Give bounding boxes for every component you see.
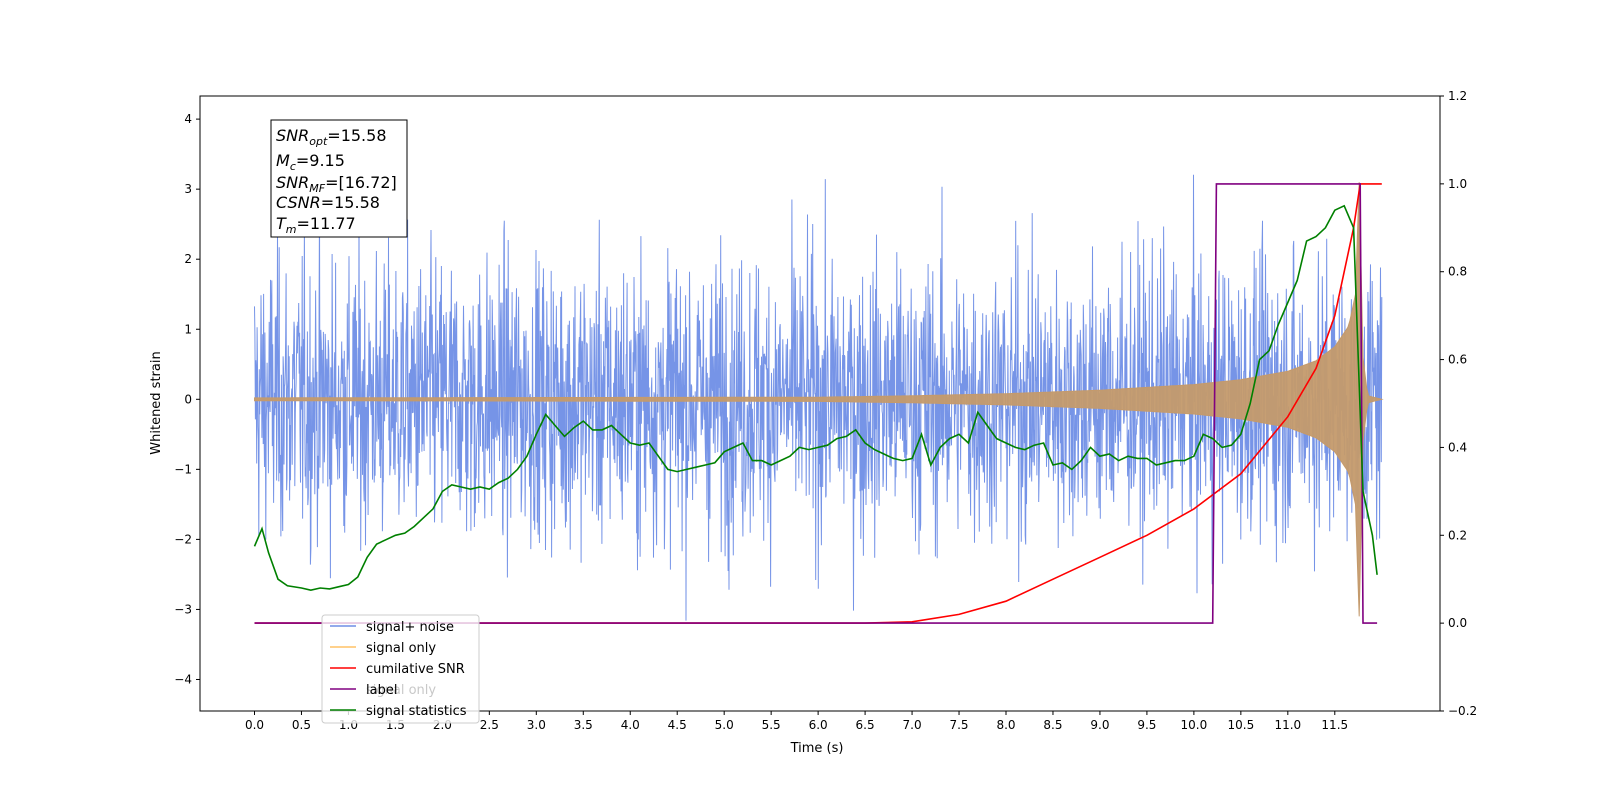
y-tick-label: −3 bbox=[174, 602, 192, 616]
y-tick-label: 0 bbox=[184, 392, 192, 406]
annotation-tm: =11.77 bbox=[297, 214, 356, 233]
y-tick-label: −4 bbox=[174, 672, 192, 686]
y-axis-label: Whitened strain bbox=[149, 351, 164, 454]
x-tick-label: 7.0 bbox=[903, 718, 922, 732]
svg-text:Mc=9.15: Mc=9.15 bbox=[276, 151, 345, 173]
svg-text:cumilative SNR: cumilative SNR bbox=[366, 662, 465, 677]
y2-tick-label: 0.2 bbox=[1448, 528, 1467, 542]
line-label bbox=[254, 183, 1378, 624]
y2-tick-label: −0.2 bbox=[1448, 704, 1477, 718]
svg-text:label: label bbox=[366, 683, 397, 698]
svg-text:CSNR=15.58: CSNR=15.58 bbox=[276, 193, 380, 212]
svg-text:Tm=11.77: Tm=11.77 bbox=[276, 214, 356, 236]
x-tick-label: 0.0 bbox=[245, 718, 264, 732]
y-tick-label: 2 bbox=[184, 252, 192, 266]
y-tick-label: 4 bbox=[184, 112, 192, 126]
x-tick-label: 6.5 bbox=[856, 718, 875, 732]
svg-text:signal only: signal only bbox=[366, 641, 436, 656]
legend-item-cumulative-snr: cumilative SNR bbox=[330, 662, 465, 677]
svg-text:SNRMF=[16.72]: SNRMF=[16.72] bbox=[276, 173, 397, 195]
annotation-snr-mf: =[16.72] bbox=[325, 173, 397, 192]
x-tick-label: 8.0 bbox=[996, 718, 1015, 732]
y2-tick-label: 0.4 bbox=[1448, 440, 1467, 454]
x-tick-label: 9.0 bbox=[1090, 718, 1109, 732]
x-tick-label: 5.5 bbox=[762, 718, 781, 732]
x-tick-label: 8.5 bbox=[1043, 718, 1062, 732]
plot-frame bbox=[199, 95, 1441, 712]
y2-tick-label: 0.6 bbox=[1448, 353, 1467, 367]
legend-item-signal-only: signal only bbox=[330, 641, 436, 656]
svg-text:SNRopt=15.58: SNRopt=15.58 bbox=[276, 126, 387, 148]
line-signal-only bbox=[254, 182, 1384, 617]
x-tick-label: 0.5 bbox=[292, 718, 311, 732]
y-tick-label: −1 bbox=[174, 462, 192, 476]
svg-text:signal+ noise: signal+ noise bbox=[366, 620, 454, 635]
x-tick-label: 10.5 bbox=[1227, 718, 1254, 732]
line-signal-plus-noise bbox=[254, 174, 1383, 621]
legend-ghost-signal-statistics: signal statistics bbox=[366, 704, 467, 719]
x-tick-label: 3.0 bbox=[527, 718, 546, 732]
x-tick-label: 7.5 bbox=[949, 718, 968, 732]
y2-tick-label: 0.8 bbox=[1448, 265, 1467, 279]
x-tick-label: 10.0 bbox=[1181, 718, 1208, 732]
annotation-mc: =9.15 bbox=[296, 151, 345, 170]
signal-plus-noise-series bbox=[254, 174, 1383, 621]
x-tick-label: 5.0 bbox=[715, 718, 734, 732]
legend-ghost-signal-only: signal only bbox=[366, 683, 436, 698]
x-tick-label: 2.5 bbox=[480, 718, 499, 732]
signal-only-series bbox=[254, 182, 1384, 617]
y-tick-label: 3 bbox=[184, 182, 192, 196]
y2-tick-label: 1.0 bbox=[1448, 177, 1467, 191]
annotation-box: SNRopt=15.58 Mc=9.15 SNRMF=[16.72] CSNR=… bbox=[270, 119, 408, 238]
x-tick-label: 6.0 bbox=[809, 718, 828, 732]
y-axis-left: −4 −3 −2 −1 0 1 2 3 4 bbox=[174, 112, 200, 686]
y2-tick-label: 1.2 bbox=[1448, 89, 1467, 103]
legend: signal+ noise signal only cumilative SNR… bbox=[321, 614, 480, 724]
line-signal-statistics bbox=[253, 204, 1378, 592]
annotation-snr-opt: =15.58 bbox=[327, 126, 386, 145]
y2-tick-label: 0.0 bbox=[1448, 616, 1467, 630]
y-tick-label: −2 bbox=[174, 532, 192, 546]
y-tick-label: 1 bbox=[184, 322, 192, 336]
x-tick-label: 11.5 bbox=[1321, 718, 1348, 732]
legend-item-signal-statistics: signal statistics signal statistics bbox=[330, 704, 467, 719]
line-cumulative-snr bbox=[254, 183, 1382, 624]
x-axis-label: Time (s) bbox=[790, 741, 844, 756]
x-tick-label: 3.5 bbox=[574, 718, 593, 732]
x-tick-label: 11.0 bbox=[1274, 718, 1301, 732]
y-axis-right: −0.2 0.0 0.2 0.4 0.6 0.8 1.0 1.2 bbox=[1440, 89, 1477, 718]
x-tick-label: 4.0 bbox=[621, 718, 640, 732]
annotation-csnr: =15.58 bbox=[321, 193, 380, 212]
legend-item-signal-plus-noise: signal+ noise bbox=[330, 620, 454, 635]
x-tick-label: 9.5 bbox=[1137, 718, 1156, 732]
right-axis-series bbox=[253, 183, 1382, 624]
x-tick-label: 4.5 bbox=[668, 718, 687, 732]
legend-item-label: signal only label bbox=[330, 683, 436, 698]
svg-text:signal statistics: signal statistics bbox=[366, 704, 467, 719]
